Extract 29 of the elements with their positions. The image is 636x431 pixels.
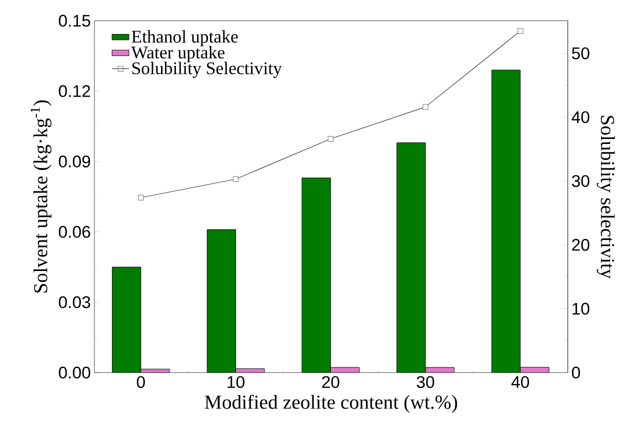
- y2-tick-label: 0: [572, 366, 580, 379]
- x-tick-label: 40: [511, 376, 530, 388]
- x-tick-label: 0: [136, 376, 145, 388]
- bar: [206, 229, 236, 373]
- y2-tick-label: 30: [572, 175, 590, 188]
- y-tick-label: 0.09: [58, 156, 90, 168]
- legend-label: Ethanol uptake: [132, 30, 238, 46]
- y-tick-label: 0.15: [58, 14, 90, 27]
- y-tick-label: 0.12: [58, 85, 90, 98]
- x-tick-label: 10: [228, 376, 244, 388]
- y2-tick-label: 10: [572, 302, 590, 315]
- x-tick-label: 30: [416, 376, 434, 388]
- y2-tick-label: 20: [572, 238, 590, 251]
- legend-label: Solubility Selectivity: [132, 62, 282, 78]
- legend-label: Water uptake: [131, 46, 224, 62]
- y2-tick-label: 40: [572, 111, 590, 124]
- y2-tick-label: 50: [572, 47, 590, 60]
- x-tick-label: 20: [322, 376, 340, 388]
- bar: [520, 367, 550, 373]
- bar: [491, 70, 521, 373]
- y-tick-label: 0.03: [58, 296, 90, 308]
- bar: [302, 178, 331, 373]
- y-tick-label: 0.06: [58, 226, 90, 238]
- y2-axis-title: Solubility selectivity: [596, 116, 615, 279]
- x-axis-title: Modified zeolite content (wt.%): [204, 394, 458, 413]
- bar: [396, 142, 426, 373]
- bar: [112, 266, 142, 373]
- y-axis-title: Solvent uptake (kg·kg$^{-1}$): [30, 100, 52, 293]
- y-tick-label: 0.00: [58, 366, 90, 379]
